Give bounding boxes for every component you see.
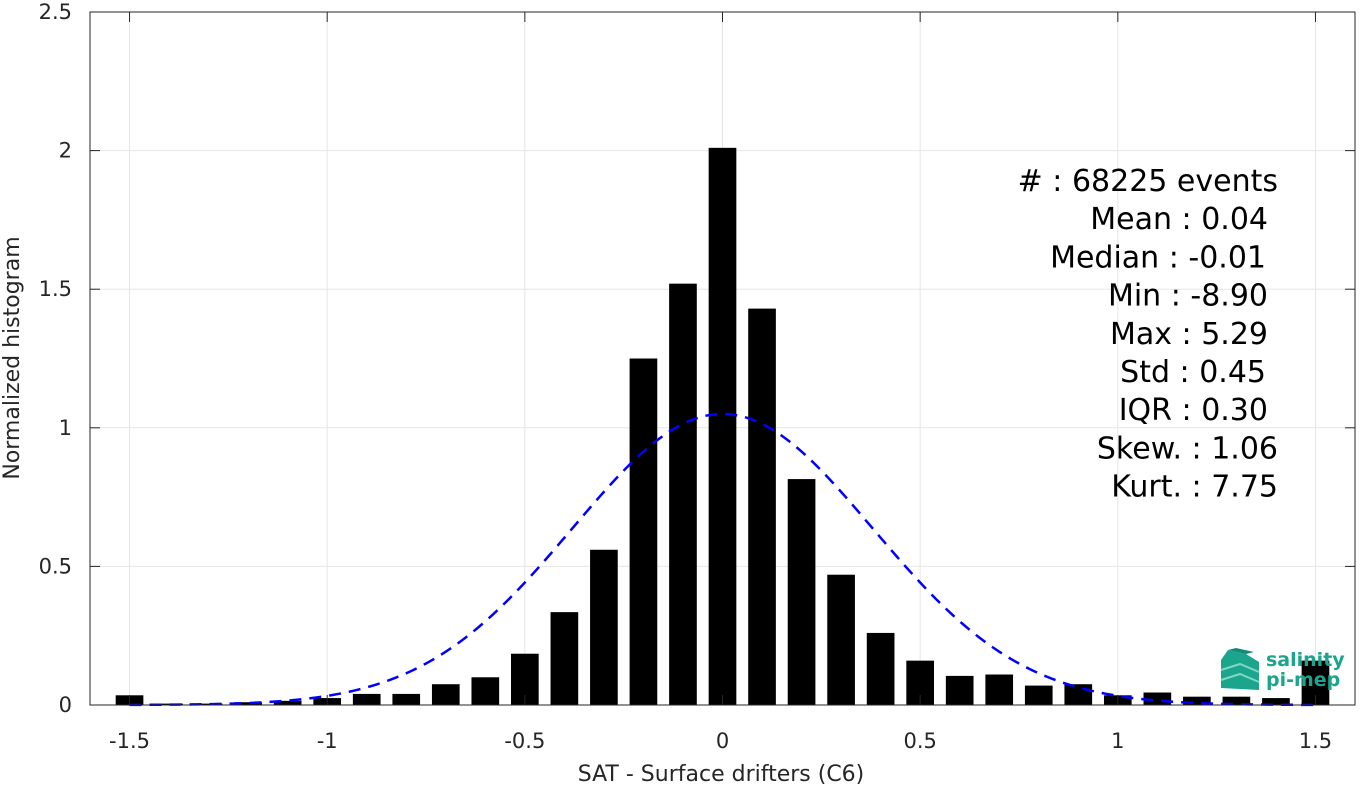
stat-line: # : 68225 events	[1018, 164, 1278, 199]
stat-line: Max : 5.29	[1110, 317, 1268, 352]
y-tick-label: 0	[59, 693, 72, 717]
histogram-bar	[866, 632, 895, 705]
histogram-bar	[471, 677, 500, 705]
x-axis-label: SAT - Surface drifters (C6)	[578, 762, 865, 785]
y-tick-label: 2.5	[39, 0, 72, 24]
histogram-bar	[431, 684, 460, 705]
histogram-bar	[352, 693, 381, 705]
histogram-bar	[590, 549, 618, 705]
histogram-bar	[392, 693, 421, 705]
x-tick-label: -0.5	[504, 729, 545, 753]
histogram-bar	[669, 283, 697, 705]
stat-line: Skew. : 1.06	[1097, 431, 1278, 466]
stat-line: Kurt. : 7.75	[1111, 470, 1278, 505]
histogram-bar	[945, 675, 974, 705]
histogram-bar	[1183, 696, 1211, 705]
histogram-bar	[1262, 698, 1290, 705]
x-tick-label: 1.5	[1299, 729, 1332, 753]
x-tick-label: 0.5	[903, 729, 936, 753]
histogram-bar	[1064, 684, 1093, 705]
y-axis-label: Normalized histogram	[0, 236, 25, 479]
salinity-pi-mep-logo: salinity pi-mep	[1220, 648, 1345, 691]
histogram-bar	[155, 703, 183, 705]
histogram-bar	[194, 703, 223, 705]
histogram-bar	[748, 308, 776, 705]
y-tick-label: 0.5	[39, 554, 72, 578]
histogram-bar	[629, 358, 658, 705]
y-tick-label: 1	[59, 416, 72, 440]
y-tick-label: 2	[59, 139, 72, 163]
logo-mark-icon	[1220, 648, 1260, 690]
logo-text-line2: pi-mep	[1266, 669, 1340, 691]
histogram-bar	[985, 674, 1014, 705]
x-tick-label: 1	[1111, 729, 1124, 753]
y-tick-label: 1.5	[39, 277, 72, 301]
histogram-bar	[1024, 685, 1053, 705]
y-axis-ticks: 0 0.5 1 1.5 2 2.5	[39, 0, 1355, 717]
histogram-bar	[234, 702, 262, 705]
x-tick-label: -1.5	[109, 729, 150, 753]
histogram-bar	[1222, 696, 1251, 705]
stat-line: Median : -0.01	[1050, 240, 1266, 275]
histogram-bar	[827, 574, 855, 705]
stat-line: IQR : 0.30	[1119, 393, 1268, 428]
stat-line: Std : 0.45	[1120, 355, 1266, 390]
histogram-bar	[787, 479, 816, 705]
stat-line: Mean : 0.04	[1090, 202, 1268, 237]
histogram-bar	[273, 700, 302, 705]
stat-line: Min : -8.90	[1108, 279, 1268, 314]
logo-text-line1: salinity	[1266, 649, 1345, 671]
histogram-bar	[550, 612, 579, 705]
histogram-bars	[115, 147, 1330, 705]
x-tick-label: 0	[716, 729, 729, 753]
x-axis-ticks: -1.5 -1 -0.5 0 0.5 1 1.5	[109, 12, 1332, 753]
histogram-bar	[708, 147, 737, 705]
x-tick-label: -1	[317, 729, 338, 753]
